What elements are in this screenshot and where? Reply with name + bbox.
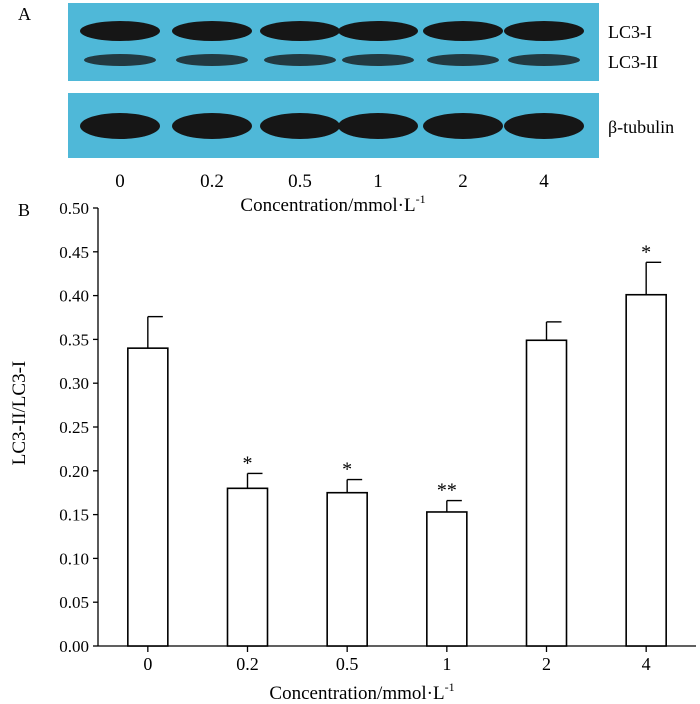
- y-ticks: 0.00 0.05 0.10 0.15 0.20 0.25 0.30 0.35 0.40 0.45…: [59, 199, 98, 656]
- beta-tubulin-band: [338, 113, 418, 139]
- y-axis-label: LC3-II/LC3-I: [9, 361, 30, 465]
- lc3-ii-band: [427, 54, 499, 66]
- tubulin-bands: [80, 113, 584, 139]
- x-tick-label: 0: [143, 654, 152, 674]
- lc3-ii-band: [176, 54, 248, 66]
- band-label-beta-tubulin: β-tubulin: [608, 117, 674, 137]
- bar: [127, 347, 169, 647]
- y-tick-label: 0.00: [59, 637, 89, 656]
- lc3-ii-band: [508, 54, 580, 66]
- lane-label: 4: [539, 171, 549, 192]
- blot-membrane-lc3: [68, 3, 599, 81]
- significance-marker: *: [243, 452, 253, 474]
- bars: * ****: [127, 241, 667, 647]
- lc3-i-band: [338, 21, 418, 41]
- x-axis-label-sup: -1: [445, 680, 455, 694]
- x-axis-label-text: Concentration/mmol·L: [269, 683, 444, 704]
- x-axis-label: Concentration/mmol·L-1: [269, 680, 454, 704]
- lane-labels: 0 0.2 0.5 1 2 4: [115, 171, 549, 192]
- lc3-i-band: [172, 21, 252, 41]
- lc3-i-band: [504, 21, 584, 41]
- y-tick-label: 0.30: [59, 374, 89, 393]
- y-tick-label: 0.25: [59, 418, 89, 437]
- x-tick-label: 2: [542, 654, 551, 674]
- bar: [326, 491, 368, 647]
- panel-a-xlabel: Concentration/mmol·L-1: [240, 192, 425, 216]
- panel-b-label: B: [18, 200, 30, 220]
- bar: [625, 293, 667, 647]
- lane-label: 0.2: [200, 171, 224, 192]
- lc3-i-band: [260, 21, 340, 41]
- x-ticks: 0 0.2 0.5 1 2 4: [143, 646, 651, 674]
- beta-tubulin-band: [80, 113, 160, 139]
- x-tick-label: 4: [642, 654, 651, 674]
- beta-tubulin-band: [260, 113, 340, 139]
- band-label-lc3-i: LC3-I: [608, 22, 652, 42]
- y-tick-label: 0.20: [59, 462, 89, 481]
- y-tick-label: 0.50: [59, 199, 89, 218]
- y-tick-label: 0.15: [59, 506, 89, 525]
- bar: [226, 487, 269, 647]
- lane-label: 0: [115, 171, 125, 192]
- lc3-i-band: [80, 21, 160, 41]
- panel-a-xlabel-sup: -1: [416, 192, 426, 206]
- bar: [525, 339, 568, 647]
- significance-marker: *: [342, 459, 352, 481]
- lane-label: 1: [373, 171, 383, 192]
- y-tick-label: 0.05: [59, 593, 89, 612]
- y-tick-label: 0.40: [59, 287, 89, 306]
- y-tick-label: 0.45: [59, 243, 89, 262]
- band-label-lc3-ii: LC3-II: [608, 52, 658, 72]
- significance-marker: *: [641, 241, 651, 263]
- panel-a-label: A: [18, 4, 31, 24]
- lane-label: 0.5: [288, 171, 312, 192]
- panel-a-xlabel-text: Concentration/mmol·L: [240, 195, 415, 216]
- beta-tubulin-band: [423, 113, 503, 139]
- lc3-ii-band: [264, 54, 336, 66]
- lane-label: 2: [458, 171, 468, 192]
- lc3-bands: [80, 21, 584, 66]
- bar: [426, 511, 468, 647]
- x-tick-label: 1: [442, 654, 451, 674]
- lc3-ii-band: [84, 54, 156, 66]
- y-tick-label: 0.10: [59, 549, 89, 568]
- lc3-ii-band: [342, 54, 414, 66]
- x-tick-label: 0.2: [236, 654, 259, 674]
- x-tick-label: 0.5: [336, 654, 359, 674]
- beta-tubulin-band: [504, 113, 584, 139]
- lc3-i-band: [423, 21, 503, 41]
- y-tick-label: 0.35: [59, 330, 89, 349]
- significance-marker: **: [437, 480, 457, 502]
- beta-tubulin-band: [172, 113, 252, 139]
